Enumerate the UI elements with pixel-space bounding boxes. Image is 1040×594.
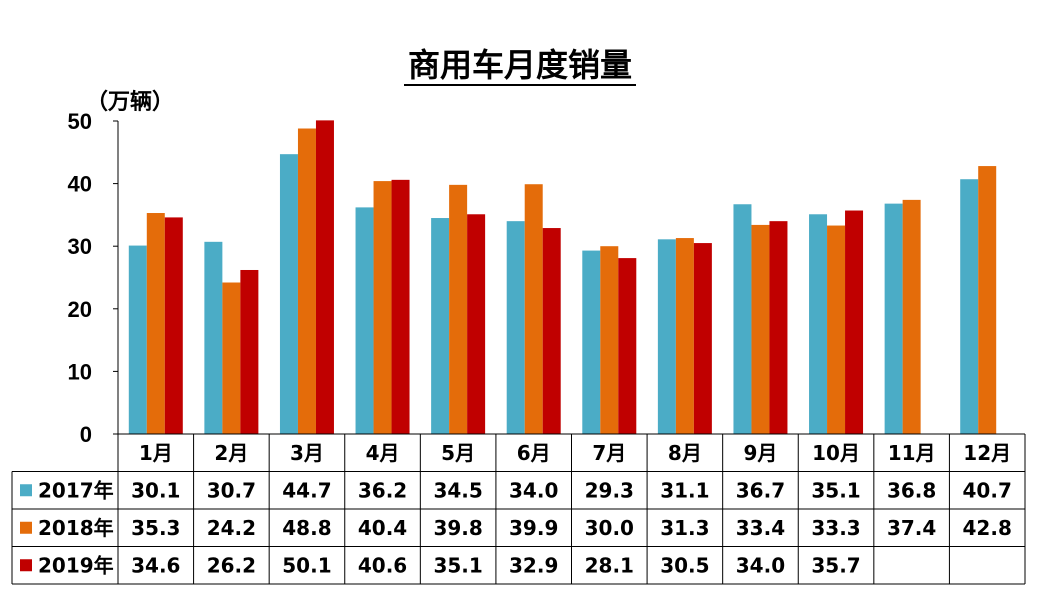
bar-3-3	[315, 120, 334, 435]
x-category-label: 12月	[963, 441, 1011, 465]
bar-1-10	[809, 214, 828, 434]
table-cell-value: 44.7	[282, 478, 331, 502]
bar-2-9	[751, 224, 770, 434]
table-cell-value: 30.1	[131, 478, 180, 502]
bar-3-7	[618, 258, 637, 434]
bar-1-12	[960, 179, 979, 434]
bar-1-1	[128, 245, 147, 434]
x-category-label: 6月	[517, 441, 551, 465]
bar-2-1	[146, 213, 165, 434]
y-tick-label: 30	[68, 234, 92, 259]
y-tick-label: 20	[68, 297, 92, 322]
bar-3-6	[542, 228, 561, 434]
table-cell-value: 36.8	[887, 478, 936, 502]
x-category-label: 1月	[139, 441, 173, 465]
table-cell-value: 39.9	[509, 516, 558, 540]
table-cell-value: 28.1	[585, 553, 634, 577]
table-cell-value: 35.1	[433, 553, 482, 577]
table-cell-value: 40.6	[358, 553, 407, 577]
legend-swatch-3	[20, 559, 32, 572]
bar-3-2	[240, 269, 259, 434]
bar-2-6	[524, 184, 543, 434]
y-tick-label: 10	[68, 359, 92, 384]
bar-2-7	[600, 246, 619, 434]
table-cell-value: 31.3	[660, 516, 709, 540]
bar-3-5	[467, 214, 486, 434]
table-cell-value: 33.3	[811, 516, 860, 540]
legend-label-2: 2018年	[38, 516, 114, 540]
x-category-label: 9月	[743, 441, 777, 465]
y-tick-label: 40	[68, 172, 92, 197]
table-cell-value: 30.7	[207, 478, 256, 502]
table-cell-value: 29.3	[585, 478, 634, 502]
bar-1-11	[884, 203, 903, 434]
bar-3-1	[164, 217, 183, 434]
table-cell-value: 39.8	[433, 516, 482, 540]
bar-2-4	[373, 181, 392, 434]
bar-3-9	[769, 221, 788, 434]
table-cell-value: 40.7	[963, 478, 1012, 502]
table-cell-value: 48.8	[282, 516, 331, 540]
x-category-label: 11月	[888, 441, 936, 465]
table-cell-value: 31.1	[660, 478, 709, 502]
y-tick-label: 50	[68, 109, 92, 134]
bar-3-8	[693, 243, 712, 434]
table-cell-value: 26.2	[207, 553, 256, 577]
table-cell-value: 30.0	[585, 516, 634, 540]
table-cell-value: 34.0	[736, 553, 785, 577]
bar-1-3	[279, 154, 298, 435]
table-cell-value: 35.3	[131, 516, 180, 540]
bar-2-2	[222, 282, 241, 434]
table-cell-value: 36.2	[358, 478, 407, 502]
bar-3-4	[391, 179, 410, 434]
legend-swatch-2	[20, 521, 32, 534]
table-cell-value: 34.6	[131, 553, 180, 577]
table-cell-value: 35.7	[811, 553, 860, 577]
bar-3-10	[845, 210, 864, 434]
x-category-label: 3月	[290, 441, 324, 465]
table-cell-value: 50.1	[282, 553, 331, 577]
bar-2-8	[675, 238, 694, 434]
table-cell-value: 40.4	[358, 516, 407, 540]
table-cell-value: 33.4	[736, 516, 785, 540]
table-cell-value: 32.9	[509, 553, 558, 577]
bar-2-12	[978, 166, 997, 434]
bar-2-10	[827, 225, 846, 434]
legend-label-3: 2019年	[38, 553, 114, 577]
bar-1-7	[582, 250, 601, 434]
chart-title: 商用车月度销量	[0, 40, 1040, 86]
y-axis-unit-label: （万辆）	[86, 90, 175, 115]
x-category-label: 5月	[441, 441, 475, 465]
x-category-label: 7月	[592, 441, 626, 465]
table-cell-value: 34.5	[433, 478, 482, 502]
legend-label-1: 2017年	[38, 478, 114, 502]
table-cell-value: 42.8	[963, 516, 1012, 540]
table-cell-value: 24.2	[207, 516, 256, 540]
bar-1-5	[431, 218, 450, 434]
x-category-label: 2月	[214, 441, 248, 465]
y-tick-label: 0	[80, 422, 92, 447]
legend-swatch-1	[20, 484, 32, 497]
table-cell-value: 37.4	[887, 516, 936, 540]
bar-2-5	[449, 184, 468, 434]
bar-1-9	[733, 204, 752, 434]
table-cell-value: 30.5	[660, 553, 709, 577]
x-category-label: 8月	[668, 441, 702, 465]
bar-1-6	[506, 221, 525, 434]
chart-title-text: 商用车月度销量	[403, 46, 636, 86]
x-category-label: 4月	[366, 441, 400, 465]
bar-2-11	[902, 199, 921, 434]
bar-1-4	[355, 207, 374, 434]
bar-2-3	[297, 128, 316, 434]
bar-1-8	[657, 239, 676, 434]
table-cell-value: 36.7	[736, 478, 785, 502]
table-cell-value: 34.0	[509, 478, 558, 502]
x-category-label: 10月	[812, 441, 860, 465]
bar-1-2	[204, 241, 223, 434]
table-cell-value: 35.1	[811, 478, 860, 502]
